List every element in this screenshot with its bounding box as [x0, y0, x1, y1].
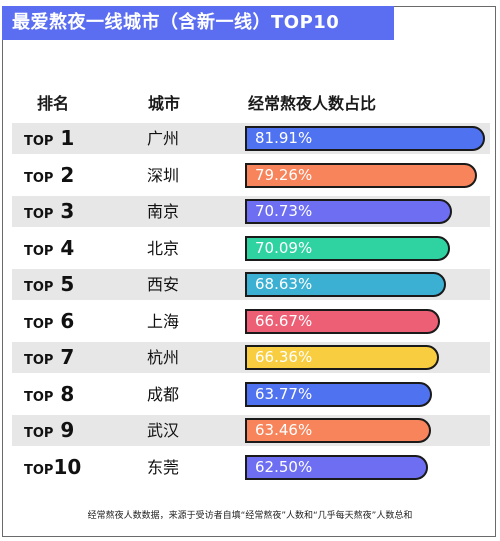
rank-number: 2 [53, 162, 75, 187]
header-percentage: 经常熬夜人数占比 [248, 94, 377, 113]
header-city: 城市 [148, 94, 181, 113]
rank-number: 5 [53, 272, 75, 296]
table-row: TOP 6 上海 66.67% [12, 306, 490, 337]
rank-prefix: TOP [24, 389, 54, 405]
rank-prefix: TOP [24, 134, 54, 149]
header-rank: 排名 [37, 94, 70, 113]
bar [245, 126, 485, 151]
city-label: 成都 [147, 384, 180, 404]
rank-label: TOP 6 [24, 306, 74, 337]
bar-value-label: 66.67% [255, 311, 313, 330]
rank-prefix: TOP [24, 353, 54, 368]
bar [245, 199, 452, 224]
bar-value-label: 81.91% [255, 129, 313, 147]
city-label: 上海 [147, 311, 180, 331]
rank-prefix: TOP [24, 316, 54, 332]
city-label: 武汉 [147, 421, 180, 440]
bar [245, 418, 431, 443]
city-label: 西安 [147, 275, 180, 294]
rank-label: TOP 1 [24, 123, 74, 154]
bar [245, 308, 440, 334]
bar [245, 381, 432, 407]
bar-value-label: 70.73% [255, 202, 313, 220]
bar [245, 162, 477, 188]
rank-number: 6 [53, 308, 75, 333]
city-label: 北京 [147, 238, 180, 258]
bar-value-label: 63.46% [255, 421, 313, 439]
table-row: TOP 5 西安 68.63% [12, 269, 490, 300]
bar-value-label: 66.36% [255, 348, 313, 366]
rank-prefix: TOP [24, 462, 54, 478]
rank-number: 9 [53, 418, 75, 442]
city-label: 深圳 [147, 165, 180, 185]
rank-prefix: TOP [24, 243, 54, 259]
rank-prefix: TOP [24, 426, 54, 441]
table-row: TOP 8 成都 63.77% [12, 379, 490, 410]
bar [245, 345, 439, 370]
table-row: TOP 3 南京 70.73% [12, 196, 490, 227]
bar-value-label: 79.26% [255, 165, 313, 184]
rank-number: 7 [53, 345, 75, 369]
rank-number: 4 [53, 235, 75, 260]
rank-label: TOP 8 [24, 379, 74, 410]
rank-number: 8 [53, 381, 75, 406]
rank-prefix: TOP [24, 170, 54, 186]
rank-label: TOP 4 [24, 233, 74, 264]
rank-prefix: TOP [24, 207, 54, 222]
rank-label: TOP10 [24, 452, 81, 483]
table-row: TOP 2 深圳 79.26% [12, 160, 490, 191]
bar [245, 454, 428, 480]
bar-value-label: 63.77% [255, 384, 313, 403]
bar-value-label: 70.09% [255, 238, 313, 257]
rank-number: 1 [53, 126, 75, 150]
table-row: TOP 1 广州 81.91% [12, 123, 490, 154]
bar [245, 235, 450, 261]
rank-label: TOP 2 [24, 160, 74, 191]
table-row: TOP 4 北京 70.09% [12, 233, 490, 264]
rank-label: TOP 3 [24, 196, 74, 227]
chart-title: 最爱熬夜一线城市（含新一线）TOP10 [2, 6, 394, 40]
rank-label: TOP 7 [24, 342, 74, 373]
bar [245, 272, 446, 297]
table-row: TOP10 东莞 62.50% [12, 452, 490, 483]
rank-label: TOP 9 [24, 415, 74, 446]
city-label: 东莞 [147, 457, 180, 477]
city-label: 杭州 [147, 348, 180, 367]
city-label: 广州 [147, 129, 180, 148]
city-label: 南京 [147, 202, 180, 221]
table-row: TOP 9 武汉 63.46% [12, 415, 490, 446]
rank-label: TOP 5 [24, 269, 74, 300]
rank-number: 10 [53, 454, 82, 479]
table-row: TOP 7 杭州 66.36% [12, 342, 490, 373]
footnote: 经常熬夜人数数据，来源于受访者自填“经常熬夜”人数和“几乎每天熬夜”人数总和 [87, 511, 413, 521]
rank-prefix: TOP [24, 280, 54, 295]
rank-number: 3 [53, 199, 75, 223]
bar-value-label: 62.50% [255, 457, 313, 476]
bar-value-label: 68.63% [255, 275, 313, 293]
